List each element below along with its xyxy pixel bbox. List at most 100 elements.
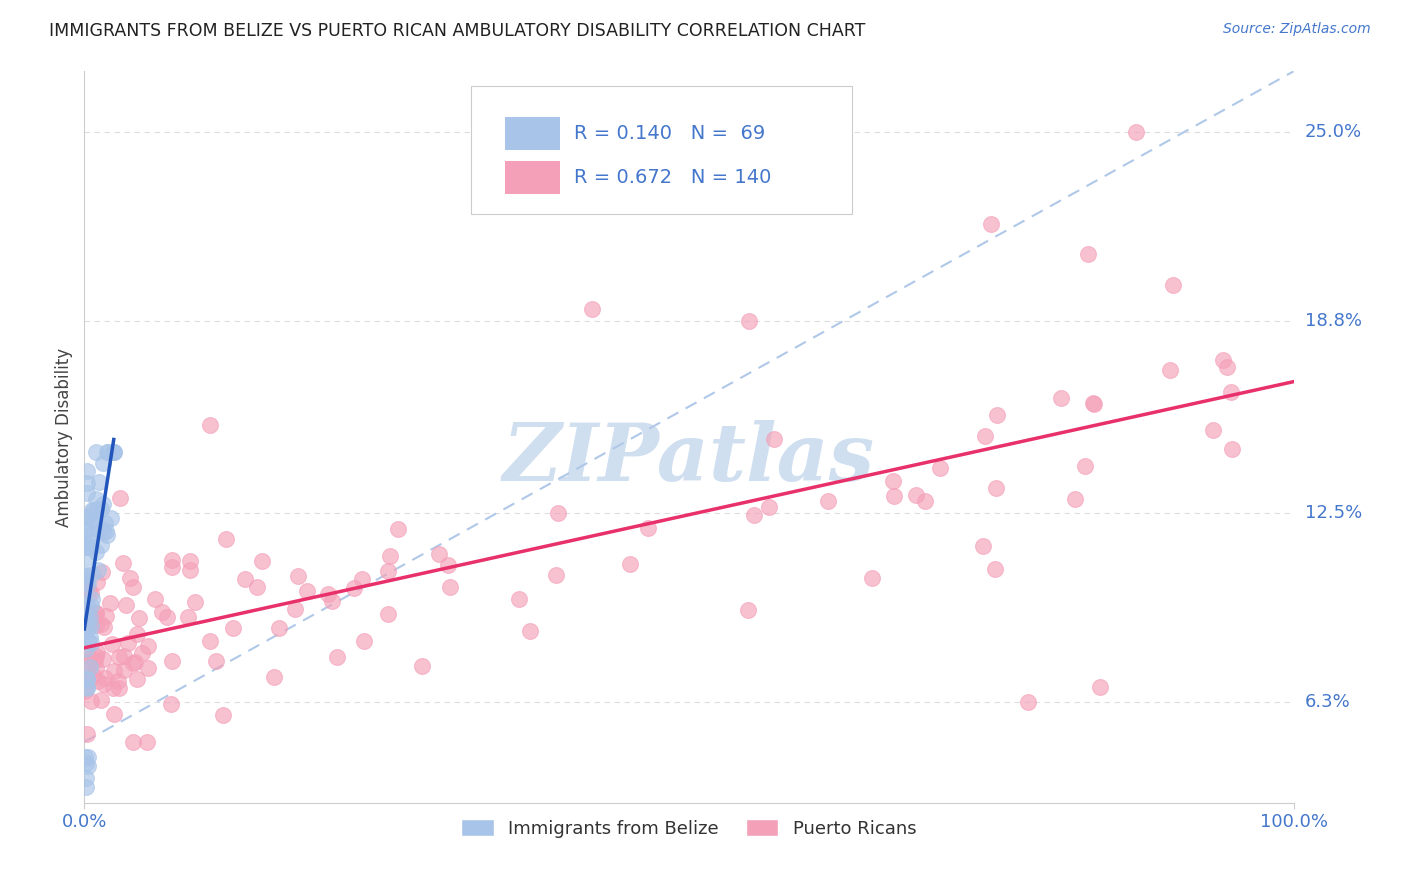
- Point: [1088, 680, 1111, 694]
- Point: [75, 568, 97, 582]
- Point: [76, 672, 98, 686]
- Point: [350, 572, 373, 586]
- Point: [73, 610, 96, 624]
- Point: [222, 622, 245, 636]
- Point: [111, 556, 134, 570]
- Point: [73, 522, 96, 536]
- Point: [928, 460, 950, 475]
- Point: [914, 493, 936, 508]
- Point: [1050, 391, 1073, 405]
- Point: [77, 509, 100, 524]
- Text: 6.3%: 6.3%: [1305, 693, 1350, 711]
- Point: [1077, 247, 1099, 261]
- Point: [91, 652, 114, 666]
- Point: [205, 654, 228, 668]
- Point: [973, 429, 995, 443]
- Point: [738, 314, 761, 328]
- Point: [87, 563, 110, 577]
- Point: [76, 574, 98, 588]
- Point: [98, 596, 121, 610]
- Point: [101, 681, 124, 695]
- Point: [80, 651, 103, 665]
- Point: [76, 578, 98, 592]
- Point: [1017, 695, 1039, 709]
- Point: [76, 540, 98, 554]
- Point: [91, 497, 114, 511]
- Point: [215, 532, 238, 546]
- Point: [136, 639, 159, 653]
- Point: [118, 571, 141, 585]
- Point: [179, 554, 201, 568]
- Point: [73, 750, 96, 764]
- Point: [121, 735, 143, 749]
- Point: [758, 500, 780, 514]
- Point: [89, 523, 111, 537]
- Point: [246, 580, 269, 594]
- Legend: Immigrants from Belize, Puerto Ricans: Immigrants from Belize, Puerto Ricans: [454, 812, 924, 845]
- Point: [94, 524, 117, 539]
- Point: [103, 445, 125, 459]
- Point: [437, 558, 460, 573]
- Point: [82, 668, 104, 682]
- Point: [75, 551, 97, 566]
- Point: [79, 599, 101, 614]
- Point: [287, 568, 309, 582]
- Point: [84, 661, 107, 675]
- Point: [1081, 396, 1104, 410]
- Point: [143, 592, 166, 607]
- Point: [76, 672, 98, 686]
- Point: [77, 576, 100, 591]
- Point: [1161, 277, 1184, 292]
- Point: [121, 656, 143, 670]
- Point: [762, 432, 785, 446]
- Point: [162, 552, 184, 566]
- Point: [96, 445, 118, 459]
- Point: [387, 521, 409, 535]
- Point: [84, 545, 107, 559]
- Point: [439, 580, 461, 594]
- Point: [544, 568, 567, 582]
- Point: [80, 567, 103, 582]
- Point: [76, 675, 98, 690]
- Point: [75, 756, 97, 770]
- Point: [377, 607, 399, 622]
- Point: [87, 475, 110, 489]
- Point: [1220, 442, 1243, 456]
- FancyBboxPatch shape: [471, 86, 852, 214]
- Point: [76, 680, 98, 694]
- Point: [107, 673, 129, 688]
- Point: [79, 527, 101, 541]
- Point: [160, 654, 183, 668]
- Point: [76, 727, 98, 741]
- Point: [103, 706, 125, 721]
- Point: [508, 592, 530, 607]
- Point: [581, 302, 603, 317]
- Point: [519, 624, 541, 638]
- Point: [76, 750, 98, 764]
- Point: [87, 673, 110, 688]
- Point: [91, 524, 114, 539]
- Point: [97, 445, 120, 459]
- Point: [156, 609, 179, 624]
- Point: [100, 510, 122, 524]
- Point: [860, 571, 883, 585]
- Point: [84, 491, 107, 506]
- Bar: [505, 161, 560, 194]
- Point: [321, 594, 343, 608]
- Point: [637, 521, 659, 535]
- Point: [316, 587, 339, 601]
- Point: [972, 539, 994, 553]
- Point: [80, 502, 103, 516]
- Point: [136, 735, 159, 749]
- Point: [904, 488, 927, 502]
- Point: [75, 525, 97, 540]
- Point: [76, 665, 98, 680]
- Point: [183, 595, 205, 609]
- Point: [93, 677, 115, 691]
- Point: [160, 697, 183, 711]
- Point: [96, 528, 118, 542]
- Point: [263, 670, 285, 684]
- Point: [75, 780, 97, 794]
- Point: [91, 456, 114, 470]
- Point: [986, 481, 1008, 495]
